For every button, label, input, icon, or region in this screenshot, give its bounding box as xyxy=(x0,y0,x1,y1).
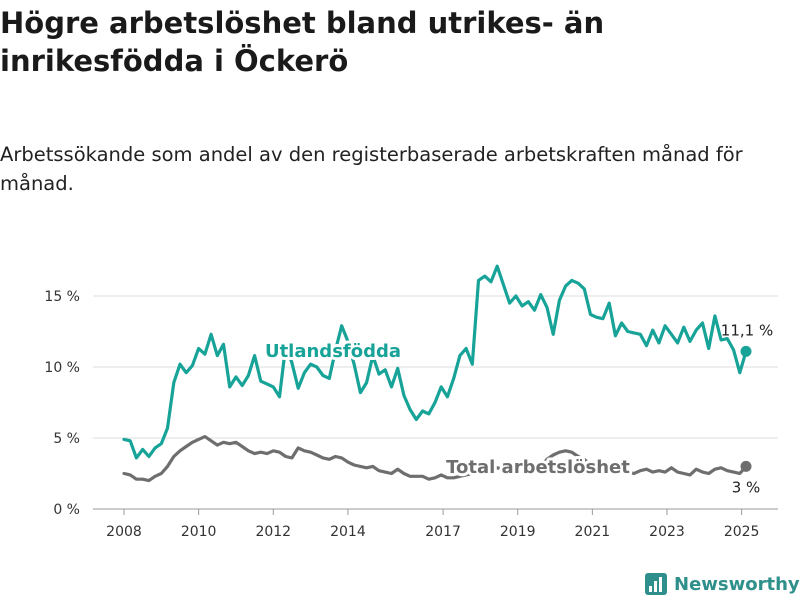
x-tick-label: 2019 xyxy=(500,524,536,540)
x-tick-label: 2023 xyxy=(649,524,685,540)
series-end-point xyxy=(740,345,752,357)
series-label-halo: Utlandsfödda xyxy=(265,341,401,362)
x-tick-label: 2021 xyxy=(575,524,611,540)
series-line xyxy=(122,435,748,483)
series-label-halo: Total arbetslöshet xyxy=(446,457,630,478)
x-tick-label: 2008 xyxy=(106,524,142,540)
chart-title: Högre arbetslöshet bland utrikes- än inr… xyxy=(0,6,605,78)
bar-chart-logo-icon xyxy=(645,573,667,595)
x-axis: 2008 2010 2012 2014 2017 2019 2021 2023 2025 xyxy=(106,509,759,540)
series-end-label: 11,1 % xyxy=(721,321,773,339)
series-label: Utlandsfödda xyxy=(265,341,401,362)
logo-text: Newsworthy xyxy=(674,573,800,595)
line-chart: 0 %5 %10 %15 % 2008 2010 2012 2014 2017 2019 2… xyxy=(44,264,778,540)
series-end-label: 3 % xyxy=(732,478,761,496)
x-tick-label: 2025 xyxy=(724,524,760,540)
gridlines xyxy=(93,295,778,510)
y-tick-label: 10 % xyxy=(44,360,80,376)
series-end-point xyxy=(740,460,752,472)
y-axis: 0 % 5 % 10 % 15 % xyxy=(44,289,80,518)
x-tick-label: 2014 xyxy=(330,524,366,540)
newsworthy-logo: Newsworthy xyxy=(645,570,800,598)
x-tick-label: 2017 xyxy=(425,524,461,540)
x-tick-label: 2012 xyxy=(255,524,291,540)
x-tick-label: 2010 xyxy=(181,524,217,540)
y-tick-label: 0 % xyxy=(53,502,80,518)
chart-subtitle: Arbetssökande som andel av den registerb… xyxy=(0,143,743,195)
y-tick-label: 5 % xyxy=(53,431,80,447)
series-line xyxy=(122,264,748,460)
y-tick-label: 15 % xyxy=(44,289,80,305)
series-label: Total arbetslöshet xyxy=(446,457,630,478)
series-lines xyxy=(122,264,752,483)
